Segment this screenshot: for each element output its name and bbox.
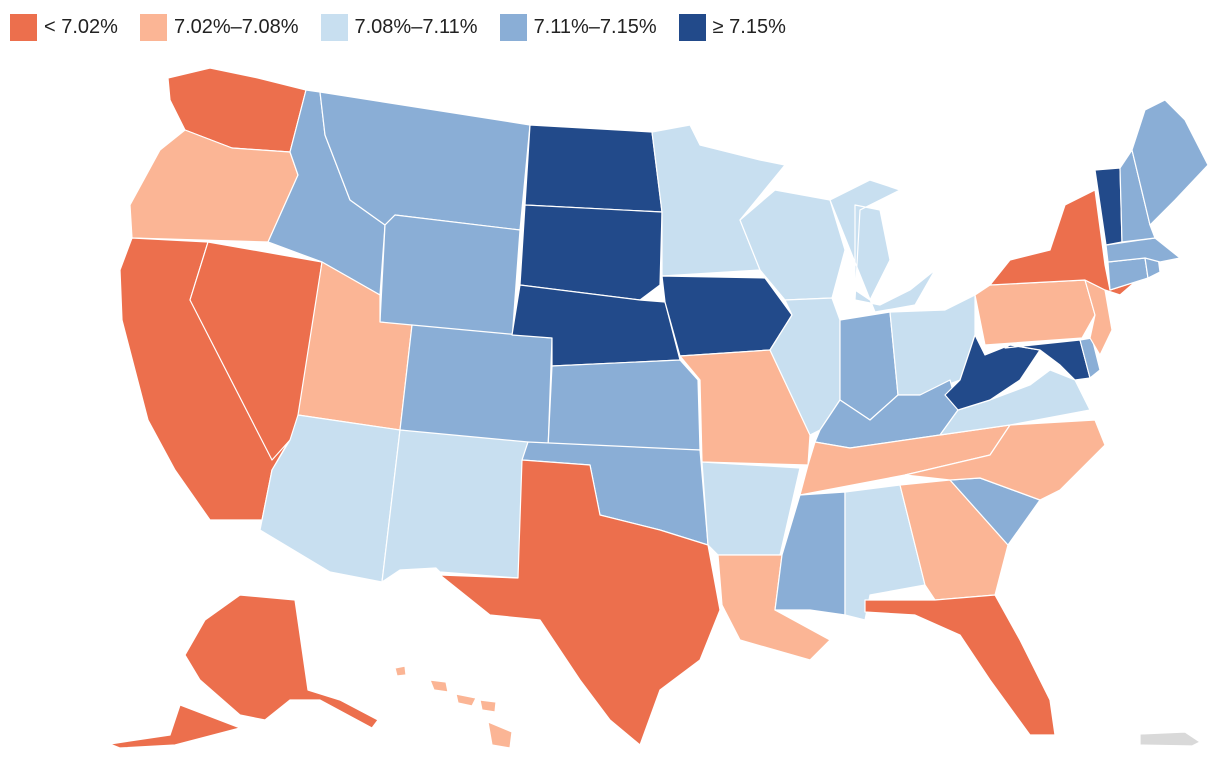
state-alaska[interactable] [184,594,379,729]
state-minnesota[interactable] [651,124,786,277]
state-wyoming[interactable] [379,214,521,341]
state-new-york[interactable] [989,189,1136,296]
legend-swatch [678,14,706,41]
state-kansas[interactable] [547,359,701,451]
legend-swatch [320,14,348,41]
state-arkansas[interactable] [701,461,801,556]
state-texas[interactable] [439,459,721,746]
state-hawaii[interactable] [394,665,513,749]
legend-swatch [139,14,167,41]
state-colorado[interactable] [399,324,553,451]
state-florida[interactable] [864,594,1056,736]
legend-item-7.11-7.15: 7.11%–7.15% [499,14,657,41]
state-new-mexico[interactable] [381,429,529,583]
legend-item-7.08-7.11: 7.08%–7.11% [320,14,478,41]
legend-label: 7.08%–7.11% [354,16,478,38]
state-pennsylvania[interactable] [974,279,1096,346]
state-south-dakota[interactable] [519,204,663,301]
legend-swatch [10,14,37,41]
state-massachusetts[interactable] [1105,237,1181,263]
legend: < 7.02% 7.02%–7.08% 7.08%–7.11% 7.11%–7.… [10,14,808,41]
legend-item-7.02-7.08: 7.02%–7.08% [139,14,299,41]
state-wisconsin[interactable] [739,189,846,301]
territory-puerto-rico[interactable] [1139,731,1201,747]
state-new-hampshire[interactable] [1119,149,1156,243]
legend-item-below-7.02: < 7.02% [10,14,118,41]
legend-label: 7.02%–7.08% [173,16,299,38]
state-north-carolina[interactable] [904,419,1106,501]
state-maine[interactable] [1131,99,1209,226]
legend-swatch [499,14,527,41]
state-iowa[interactable] [661,275,793,357]
legend-label: < 7.02% [44,16,118,38]
legend-label: 7.11%–7.15% [533,16,657,38]
state-north-dakota[interactable] [524,124,663,213]
state-delaware[interactable] [1079,337,1101,379]
legend-label: ≥ 7.15% [712,16,786,38]
state-alaska-islands[interactable] [109,704,241,749]
legend-item-above-7.15: ≥ 7.15% [678,14,786,41]
state-michigan[interactable] [829,179,936,313]
